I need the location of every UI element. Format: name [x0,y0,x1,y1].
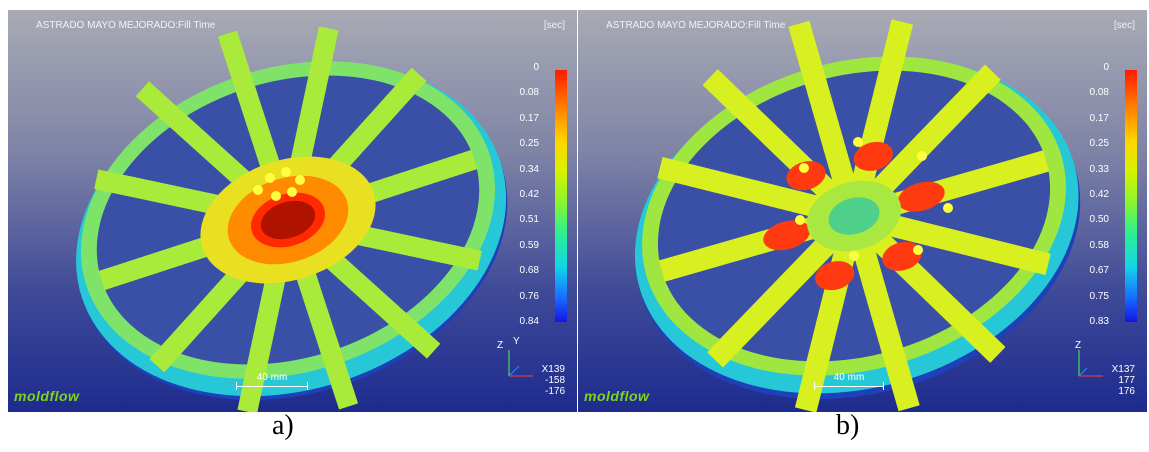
color-scale-bar [1125,70,1137,322]
coord-z: -176 [544,386,565,397]
scale-tick: 0.76 [519,291,539,302]
scale-tick: 0.67 [1089,265,1109,276]
moldflow-logo: moldflow [14,388,80,404]
scale-tick: 0.84 [519,316,539,327]
scale-tick: 0.58 [1089,240,1109,251]
scale-tick: 0.51 [519,214,539,225]
color-scale-ticks: 0 0.08 0.17 0.25 0.34 0.42 0.51 0.59 0.6… [499,62,539,332]
coordinate-readout: X137 177 176 [1112,364,1135,397]
scale-tick: 0.83 [1089,316,1109,327]
scale-tick: 0.08 [1089,87,1109,98]
coord-y: -158 [544,375,565,386]
scale-tick: 0 [1103,62,1109,73]
unit-label: [sec] [1113,20,1135,31]
unit-label: [sec] [543,20,565,31]
scale-tick: 0.34 [519,164,539,175]
result-viewport-a[interactable]: ASTRADO MAYO MEJORADO:Fill Time [sec] 0 … [8,10,577,412]
axis-triad-icon: Z Y [489,336,549,396]
wheel-model-b [634,19,1081,412]
coord-y: 177 [1118,375,1135,386]
axis-triad-icon: Z [1059,336,1119,396]
color-scale-bar [555,70,567,322]
gate-marker-icon [795,137,953,261]
axis-z-label: Z [497,340,504,351]
scale-tick: 0.17 [519,113,539,124]
result-viewport-b[interactable]: ASTRADO MAYO MEJORADO:Fill Time [sec] 0 … [578,10,1147,412]
result-title: ASTRADO MAYO MEJORADO:Fill Time [606,20,786,31]
result-title: ASTRADO MAYO MEJORADO:Fill Time [36,20,216,31]
scale-bar-label: 40 mm [256,372,288,383]
gate-marker-icon [253,167,305,201]
color-scale-ticks: 0 0.08 0.17 0.25 0.33 0.42 0.50 0.58 0.6… [1069,62,1109,332]
scale-tick: 0.25 [519,138,539,149]
caption-b: b) [836,410,860,441]
coordinate-readout: X139 -158 -176 [542,364,565,397]
scale-tick: 0.25 [1089,138,1109,149]
scale-bar: 40 mm [236,372,308,390]
coord-x: X137 [1111,364,1135,375]
scale-tick: 0.59 [519,240,539,251]
scale-tick: 0.68 [519,265,539,276]
coord-x: X139 [541,364,565,375]
axis-z-label: Z [1075,340,1082,351]
scale-tick: 0.75 [1089,291,1109,302]
scale-tick: 0.33 [1089,164,1109,175]
scale-tick: 0.17 [1089,113,1109,124]
scale-tick: 0.42 [519,189,539,200]
moldflow-logo: moldflow [584,388,650,404]
wheel-model-a [76,26,508,412]
scale-tick: 0 [533,62,539,73]
scale-tick: 0.08 [519,87,539,98]
scale-bar: 40 mm [814,372,884,390]
coord-z: 176 [1118,386,1135,397]
caption-a: a) [272,410,294,441]
scale-tick: 0.42 [1089,189,1109,200]
scale-tick: 0.50 [1089,214,1109,225]
scale-bar-label: 40 mm [833,372,865,383]
axis-y-label: Y [513,336,520,347]
